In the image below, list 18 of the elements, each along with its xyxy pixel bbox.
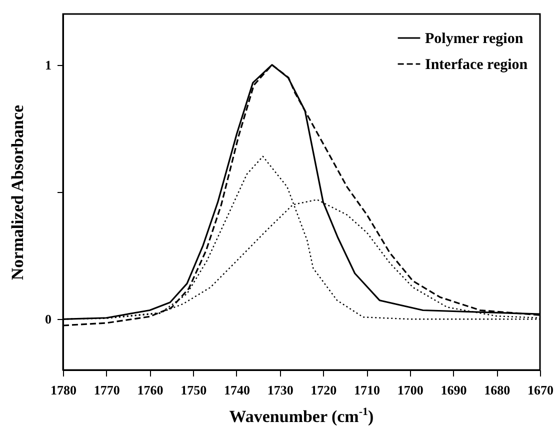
x-axis-title: Wavenumber (cm$^{-1}$) bbox=[228, 405, 375, 427]
x-tick-label: 1720 bbox=[310, 382, 337, 398]
legend-label: Interface region bbox=[425, 57, 528, 73]
x-tick-label: 1780 bbox=[50, 382, 76, 398]
y-tick-label: 0 bbox=[45, 312, 52, 327]
x-tick-label: 1710 bbox=[354, 382, 380, 398]
x-tick-label: 1670 bbox=[528, 382, 554, 398]
legend-label: Polymer region bbox=[425, 31, 524, 47]
x-tick-label: 1750 bbox=[180, 382, 207, 398]
x-tick-label: 1730 bbox=[267, 382, 294, 398]
x-tick-label: 1700 bbox=[397, 382, 424, 398]
x-tick-label: 1680 bbox=[484, 382, 510, 398]
y-tick-label: 1 bbox=[45, 57, 52, 72]
y-axis-title: Normalized Absorbance bbox=[8, 104, 27, 280]
x-tick-label: 1760 bbox=[137, 382, 164, 398]
x-tick-label: 1690 bbox=[440, 382, 467, 398]
x-tick-label: 1770 bbox=[94, 382, 120, 398]
x-tick-label: 1740 bbox=[224, 382, 250, 398]
